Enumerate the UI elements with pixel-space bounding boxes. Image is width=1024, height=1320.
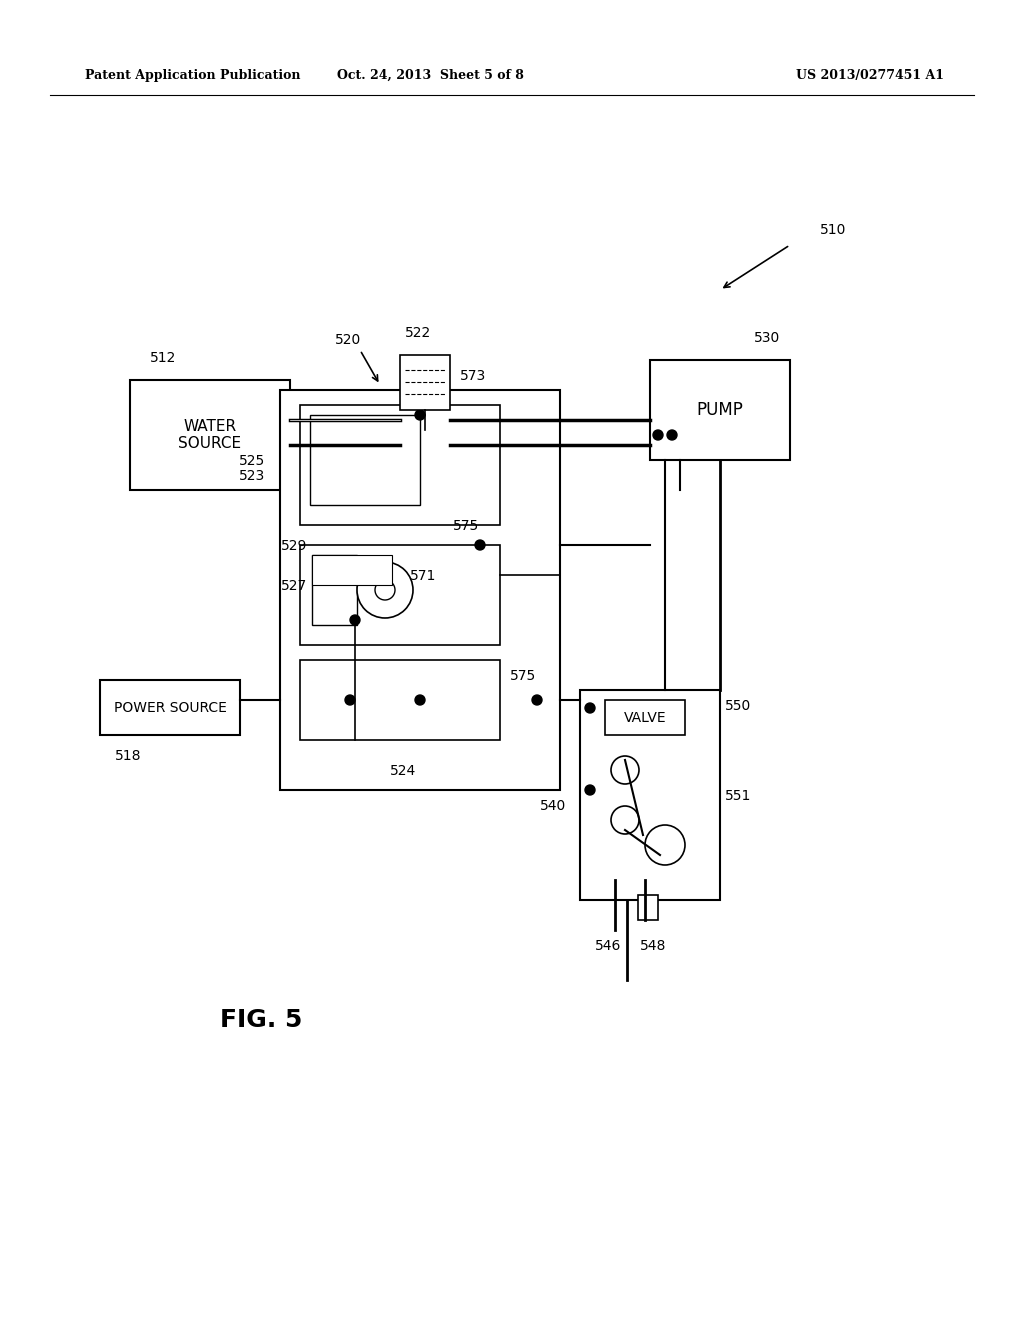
- Text: 575: 575: [453, 519, 479, 533]
- Text: 512: 512: [150, 351, 176, 366]
- Circle shape: [532, 696, 542, 705]
- Text: WATER
SOURCE: WATER SOURCE: [178, 418, 242, 451]
- Text: 540: 540: [540, 799, 566, 813]
- Circle shape: [653, 430, 663, 440]
- FancyBboxPatch shape: [312, 554, 357, 624]
- FancyBboxPatch shape: [280, 389, 560, 789]
- Circle shape: [357, 562, 413, 618]
- Circle shape: [475, 540, 485, 550]
- Circle shape: [611, 756, 639, 784]
- Circle shape: [585, 785, 595, 795]
- Text: 571: 571: [410, 569, 436, 583]
- FancyBboxPatch shape: [605, 700, 685, 735]
- FancyBboxPatch shape: [312, 554, 392, 585]
- Text: 524: 524: [390, 764, 416, 777]
- Text: 575: 575: [510, 669, 537, 682]
- FancyBboxPatch shape: [300, 660, 500, 741]
- Text: 525: 525: [239, 454, 265, 469]
- Text: VALVE: VALVE: [624, 710, 667, 725]
- Text: 523: 523: [239, 469, 265, 483]
- FancyBboxPatch shape: [310, 414, 420, 506]
- Circle shape: [375, 579, 395, 601]
- Text: Oct. 24, 2013  Sheet 5 of 8: Oct. 24, 2013 Sheet 5 of 8: [337, 69, 523, 82]
- Circle shape: [645, 825, 685, 865]
- Text: 548: 548: [640, 939, 667, 953]
- Circle shape: [345, 696, 355, 705]
- Text: 551: 551: [725, 789, 752, 803]
- Text: 550: 550: [725, 700, 752, 713]
- Text: 530: 530: [754, 331, 780, 345]
- Text: 520: 520: [335, 333, 361, 347]
- Text: POWER SOURCE: POWER SOURCE: [114, 701, 226, 714]
- Circle shape: [350, 615, 360, 624]
- FancyBboxPatch shape: [130, 380, 290, 490]
- Text: 573: 573: [460, 370, 486, 383]
- FancyBboxPatch shape: [400, 355, 450, 411]
- FancyBboxPatch shape: [100, 680, 240, 735]
- Text: FIG. 5: FIG. 5: [220, 1008, 302, 1032]
- Circle shape: [415, 411, 425, 420]
- Text: Patent Application Publication: Patent Application Publication: [85, 69, 300, 82]
- FancyBboxPatch shape: [300, 405, 500, 525]
- Circle shape: [585, 704, 595, 713]
- FancyBboxPatch shape: [580, 690, 720, 900]
- FancyBboxPatch shape: [650, 360, 790, 459]
- Circle shape: [415, 696, 425, 705]
- FancyBboxPatch shape: [638, 895, 658, 920]
- Text: PUMP: PUMP: [696, 401, 743, 418]
- Text: 510: 510: [820, 223, 847, 238]
- Text: US 2013/0277451 A1: US 2013/0277451 A1: [796, 69, 944, 82]
- Text: 529: 529: [281, 539, 307, 553]
- Text: 546: 546: [595, 939, 622, 953]
- Text: 522: 522: [406, 326, 431, 341]
- Text: 518: 518: [115, 748, 141, 763]
- Circle shape: [611, 807, 639, 834]
- Text: 527: 527: [281, 579, 307, 593]
- Circle shape: [667, 430, 677, 440]
- FancyBboxPatch shape: [300, 545, 500, 645]
